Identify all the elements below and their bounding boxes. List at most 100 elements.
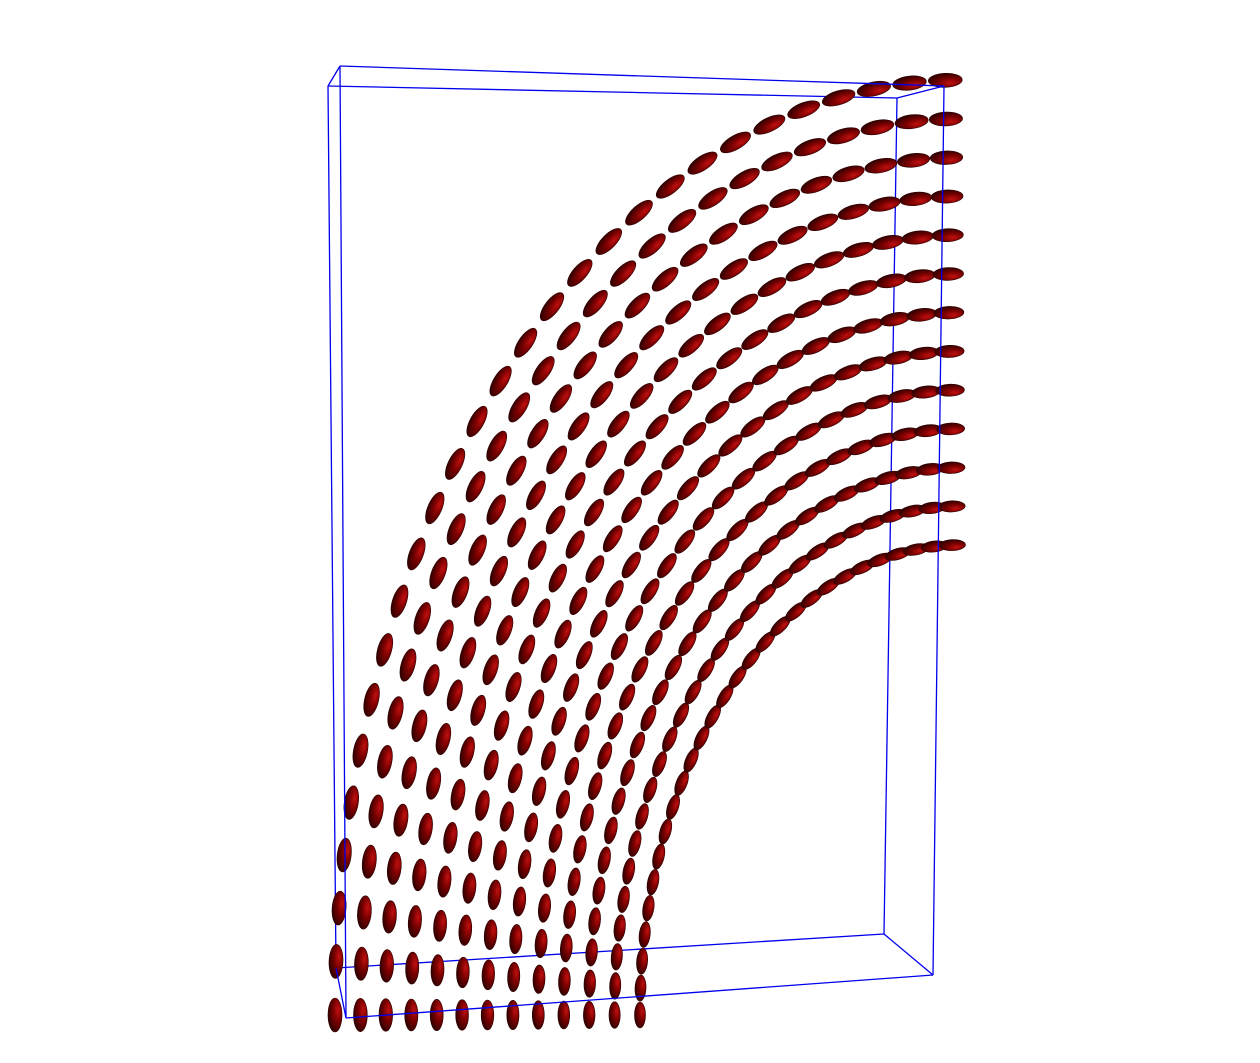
ellipsoid-glyph [935,383,965,397]
ellipsoid-glyph [691,367,717,391]
ellipsoid-glyph [595,228,623,255]
ellipsoid-glyph [716,347,743,370]
ellipsoid-glyph [657,553,677,579]
ellipsoid-glyph [679,243,708,267]
ellipsoid-glyph [512,886,527,917]
ellipsoid-glyph [585,692,602,721]
ellipsoid-glyph [729,168,760,190]
ellipsoid-glyph [753,114,786,135]
box-edge [932,85,945,976]
ellipsoid-glyph [480,999,495,1031]
ellipsoid-glyph [678,333,704,358]
ellipsoid-glyph [620,759,635,787]
ellipsoid-glyph [573,835,587,864]
ellipsoid-glyph [613,914,626,942]
ellipsoid-glyph [638,233,666,259]
ellipsoid-glyph [629,731,646,759]
ellipsoid-glyph [379,949,394,983]
ellipsoid-glyph [645,414,669,440]
ellipsoid-glyph [634,974,647,1002]
ellipsoid-glyph [639,524,660,551]
ellipsoid-glyph [834,364,863,381]
ellipsoid-glyph [674,770,689,796]
ellipsoid-glyph [542,858,557,888]
ellipsoid-glyph [930,189,964,204]
ellipsoid-glyph [887,389,917,403]
ellipsoid-glyph [603,468,625,496]
ellipsoid-glyph [526,480,546,510]
ellipsoid-glyph [827,127,860,145]
box-edge [339,65,945,87]
ellipsoid-glyph [934,344,965,358]
ellipsoid-glyph [583,969,596,998]
ellipsoid-glyph [459,736,475,768]
ellipsoid-glyph [842,241,874,258]
ellipsoid-glyph [353,997,368,1032]
ellipsoid-glyph [493,710,510,741]
ellipsoid-glyph [684,679,702,705]
ellipsoid-glyph [583,1000,596,1029]
ellipsoid-glyph [588,772,603,800]
ellipsoid-glyph [676,476,700,501]
ellipsoid-glyph [785,262,816,282]
ellipsoid-glyph [582,289,608,318]
ellipsoid-glyph [644,630,663,656]
ellipsoid-glyph [557,1000,571,1030]
ellipsoid-glyph [450,778,466,811]
ellipsoid-glyph [769,188,801,209]
ellipsoid-glyph [793,300,823,319]
ellipsoid-glyph [658,818,673,845]
ellipsoid-glyph [868,196,901,212]
ellipsoid-glyph [807,213,839,232]
ellipsoid-glyph [892,75,927,91]
ellipsoid-glyph [683,747,699,773]
box-edge [335,933,885,969]
ellipsoid-glyph [331,890,347,926]
ellipsoid-glyph [459,637,477,669]
ellipsoid-glyph [597,662,614,690]
ellipsoid-glyph [534,928,548,959]
ellipsoid-glyph [573,351,597,380]
ellipsoid-glyph [361,844,377,879]
ellipsoid-glyph [860,119,895,136]
ellipsoid-glyph [682,422,707,446]
ellipsoid-glyph [652,751,667,777]
ellipsoid-glyph [646,869,660,896]
ellipsoid-glyph [938,500,966,513]
ellipsoid-glyph [678,631,697,657]
ellipsoid-glyph [628,830,642,857]
ellipsoid-glyph [787,100,821,119]
ellipsoid-glyph [608,1001,621,1029]
ellipsoid-glyph [436,619,454,652]
ellipsoid-glyph [393,803,409,837]
ellipsoid-glyph [585,938,598,967]
ellipsoid-glyph [563,673,580,702]
ellipsoid-glyph [821,89,856,107]
ellipsoid-glyph [621,496,642,524]
ellipsoid-glyph [741,329,769,350]
ellipsoid-glyph [908,346,939,361]
ellipsoid-glyph [625,605,644,632]
ellipsoid-glyph [666,794,680,820]
box-edge [345,974,934,1019]
ellipsoid-glyph [698,187,728,210]
ellipsoid-glyph [904,269,936,284]
ellipsoid-glyph [607,410,630,438]
ellipsoid-glyph [423,664,440,697]
ellipsoid-glyph [483,919,498,950]
ellipsoid-glyph [399,648,417,682]
ellipsoid-glyph [551,706,567,736]
ellipsoid-glyph [528,689,545,719]
ellipsoid-glyph [598,321,623,348]
ellipsoid-glyph [709,222,738,245]
ellipsoid-glyph [386,851,402,885]
ellipsoid-glyph [505,672,522,702]
ellipsoid-glyph [639,325,665,351]
ellipsoid-glyph [617,885,630,913]
ellipsoid-glyph [579,803,594,832]
ellipsoid-glyph [624,440,646,467]
ellipsoid-glyph [433,909,447,942]
ellipsoid-glyph [590,381,614,409]
